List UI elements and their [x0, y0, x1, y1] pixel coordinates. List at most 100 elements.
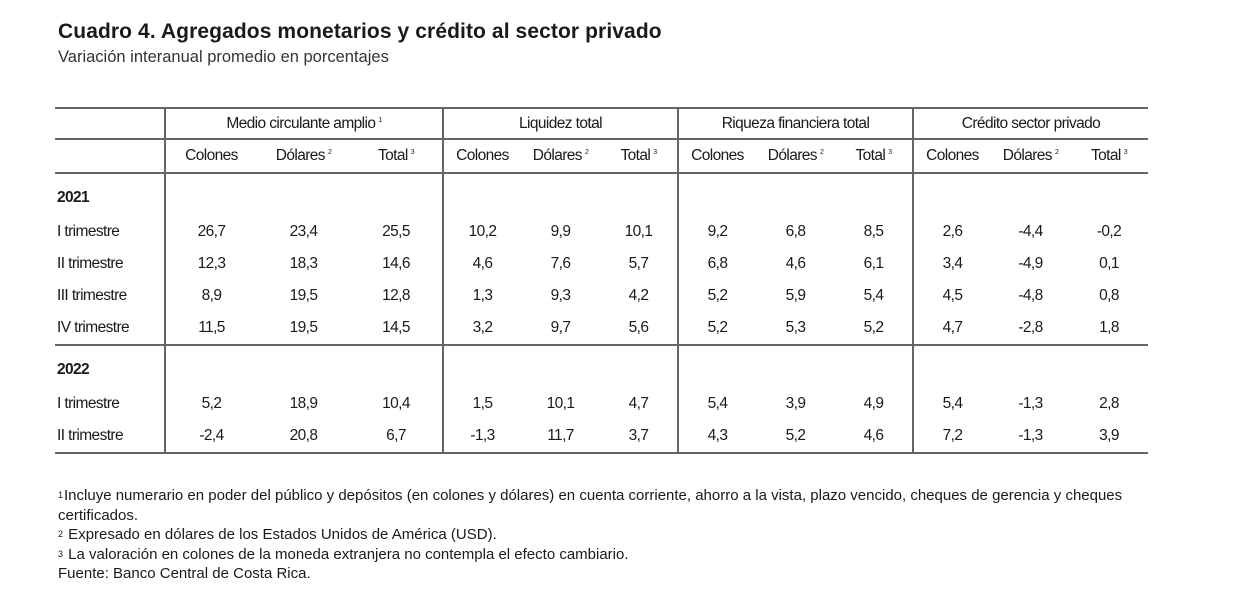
table-row: I trimestre 26,7 23,4 25,5 10,2 9,9 10,1 9,2 6,8…	[55, 216, 1148, 248]
value-cell: 6,7	[350, 420, 443, 454]
value-cell: 4,3	[677, 420, 756, 454]
value-cell: 18,9	[289, 395, 318, 412]
footnote-marker: 2	[327, 149, 332, 156]
value-cell: -4,9	[1018, 255, 1043, 272]
empty-cell	[835, 345, 913, 388]
value-cell: 5,4	[677, 388, 756, 420]
empty-cell	[756, 345, 835, 388]
empty-cell	[521, 345, 600, 388]
value-cell: 9,2	[677, 216, 756, 248]
value-cell: 6,8	[785, 223, 806, 240]
value-cell: 3,2	[442, 312, 521, 346]
empty-cell	[991, 173, 1070, 216]
table-subtitle: Variación interanual promedio en porcent…	[58, 48, 389, 66]
table-row: IV trimestre 11,5 19,5 14,5 3,2 9,7 5,6 5,2 5,3 5…	[55, 312, 1148, 346]
value-cell: 4,2	[628, 287, 649, 304]
value-cell: -1,3	[1018, 395, 1043, 412]
value-cell: 6,8	[677, 248, 756, 280]
value-cell: 1,8	[1070, 312, 1148, 346]
empty-cell	[257, 345, 350, 388]
footnote-marker: 2	[584, 149, 589, 156]
value-cell: 9,7	[521, 312, 600, 346]
subheader-label: Colones	[456, 147, 509, 164]
subheader-total: Total 3	[600, 139, 678, 174]
subheader-dólares: Dólares 2	[257, 139, 350, 174]
value-cell: 9,3	[550, 287, 571, 304]
value-cell: -1,3	[442, 420, 521, 454]
value-cell: 7,2	[912, 420, 991, 454]
footnote-marker: 3	[410, 149, 415, 156]
value-cell: 11,7	[521, 420, 600, 454]
table-row: II trimestre -2,4 20,8 6,7 -1,3 11,7 3,7 4,3 5,2…	[55, 420, 1148, 454]
empty-cell	[677, 345, 756, 388]
value-cell: 1,3	[442, 280, 521, 312]
empty-cell	[756, 173, 835, 216]
value-cell: 10,1	[546, 395, 575, 412]
value-cell: 19,5	[289, 287, 318, 304]
footnote-marker: 3	[888, 149, 892, 156]
year-label: 2022	[57, 361, 90, 378]
value-cell: 1,5	[442, 388, 521, 420]
value-cell: 8,9	[164, 280, 257, 312]
value-cell: 11,5	[164, 312, 257, 346]
value-cell: 8,5	[863, 223, 884, 240]
empty-cell	[164, 345, 257, 388]
header-corner	[55, 139, 165, 174]
value-cell: 5,3	[756, 312, 835, 346]
value-cell: 2,6	[912, 216, 991, 248]
footnotes: 1Incluye numerario en poder del público …	[58, 486, 1148, 584]
value-cell: -2,8	[991, 312, 1070, 346]
footnote: 3 La valoración en colones de la moneda …	[58, 545, 1148, 565]
subheader-label: Total	[1090, 147, 1121, 164]
footnote: 2 Expresado en dólares de los Estados Un…	[58, 525, 1148, 545]
empty-cell	[1070, 345, 1148, 388]
value-cell: 23,4	[289, 223, 318, 240]
value-cell: 26,7	[164, 216, 257, 248]
subheader-label: Dólares	[1002, 147, 1053, 164]
subheader-total: Total 3	[835, 139, 913, 174]
value-cell: -0,2	[1096, 223, 1122, 240]
empty-cell	[442, 345, 521, 388]
monetary-aggregates-table: Medio circulante amplio 1 Liquidez total Ri…	[55, 107, 1148, 454]
value-cell: 25,5	[382, 223, 410, 240]
subheader-colones: Colones	[677, 139, 756, 174]
empty-cell	[991, 345, 1070, 388]
value-cell: 5,2	[164, 388, 257, 420]
value-cell: 18,3	[289, 255, 318, 272]
footnote: Fuente: Banco Central de Costa Rica.	[58, 564, 1148, 584]
table-row: III trimestre 8,9 19,5 12,8 1,3 9,3 4,2 5,2 5,9 5…	[55, 280, 1148, 312]
value-cell: 4,7	[628, 395, 649, 412]
value-cell: 4,6	[785, 255, 806, 272]
value-cell: 9,9	[550, 223, 571, 240]
subheader-total: Total 3	[1070, 139, 1148, 174]
value-cell: -4,4	[1018, 223, 1043, 240]
value-cell: 4,7	[912, 312, 991, 346]
value-cell: 0,1	[1099, 255, 1119, 272]
value-cell: 5,4	[863, 287, 884, 304]
footnote-text: Fuente: Banco Central de Costa Rica.	[58, 565, 311, 582]
value-cell: 14,6	[382, 255, 410, 272]
group-header: Crédito sector privado	[912, 108, 1148, 140]
empty-cell	[600, 345, 678, 388]
header-corner	[55, 108, 165, 140]
year-row: 2022	[55, 345, 1148, 388]
subheader-label: Dólares	[767, 147, 818, 164]
subheader-label: Total	[620, 147, 651, 164]
value-cell: 4,6	[442, 248, 521, 280]
value-cell: 10,2	[442, 216, 521, 248]
empty-cell	[442, 173, 521, 216]
group-header: Riqueza financiera total	[677, 108, 913, 140]
footnote-marker: 3	[1123, 149, 1128, 156]
footnote-marker: 2	[1054, 149, 1059, 156]
row-label: I trimestre	[57, 395, 120, 412]
empty-cell	[164, 173, 257, 216]
value-cell: 19,5	[257, 312, 350, 346]
footnote-text: Incluye numerario en poder del público y…	[58, 487, 1123, 524]
value-cell: -4,8	[1018, 287, 1043, 304]
value-cell: 5,6	[600, 312, 678, 346]
group-header-label: Crédito sector privado	[961, 114, 1101, 132]
value-cell: 3,4	[912, 248, 991, 280]
value-cell: 3,7	[600, 420, 678, 454]
value-cell: 5,2	[756, 420, 835, 454]
value-cell: 5,4	[912, 388, 991, 420]
